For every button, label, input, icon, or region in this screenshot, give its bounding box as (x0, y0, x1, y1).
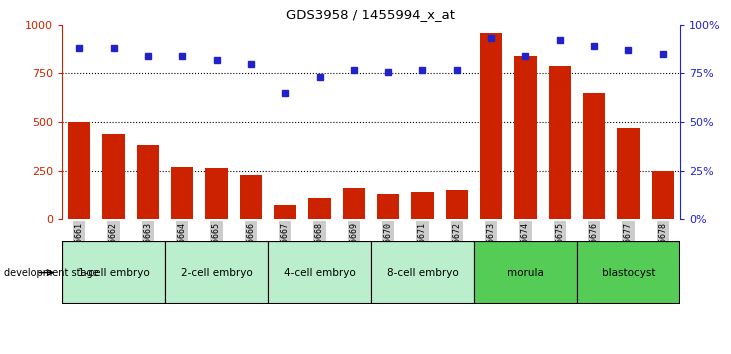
FancyBboxPatch shape (62, 241, 165, 304)
Bar (617, 128, 640, 219)
FancyBboxPatch shape (165, 241, 268, 304)
Bar (412, 192, 433, 219)
Bar (446, 190, 468, 219)
Bar (240, 175, 262, 219)
Bar (102, 134, 125, 219)
Bar (68, 122, 91, 219)
Bar (514, 56, 537, 219)
FancyBboxPatch shape (577, 241, 680, 304)
FancyBboxPatch shape (268, 241, 371, 304)
Bar (480, 33, 502, 219)
Bar (137, 145, 159, 219)
Text: morula: morula (507, 268, 544, 278)
Title: GDS3958 / 1455994_x_at: GDS3958 / 1455994_x_at (287, 8, 455, 21)
Bar (343, 188, 365, 219)
Text: development stage: development stage (4, 268, 98, 278)
Text: 8-cell embryo: 8-cell embryo (387, 268, 458, 278)
Bar (308, 198, 330, 219)
Text: 4-cell embryo: 4-cell embryo (284, 268, 355, 278)
Bar (171, 167, 194, 219)
Bar (205, 168, 228, 219)
Bar (583, 93, 605, 219)
Bar (548, 65, 571, 219)
Bar (651, 171, 674, 219)
Bar (274, 205, 296, 219)
Bar (377, 194, 399, 219)
Text: 1-cell embryo: 1-cell embryo (77, 268, 149, 278)
FancyBboxPatch shape (371, 241, 474, 304)
Text: 2-cell embryo: 2-cell embryo (181, 268, 252, 278)
FancyBboxPatch shape (474, 241, 577, 304)
Text: blastocyst: blastocyst (602, 268, 655, 278)
